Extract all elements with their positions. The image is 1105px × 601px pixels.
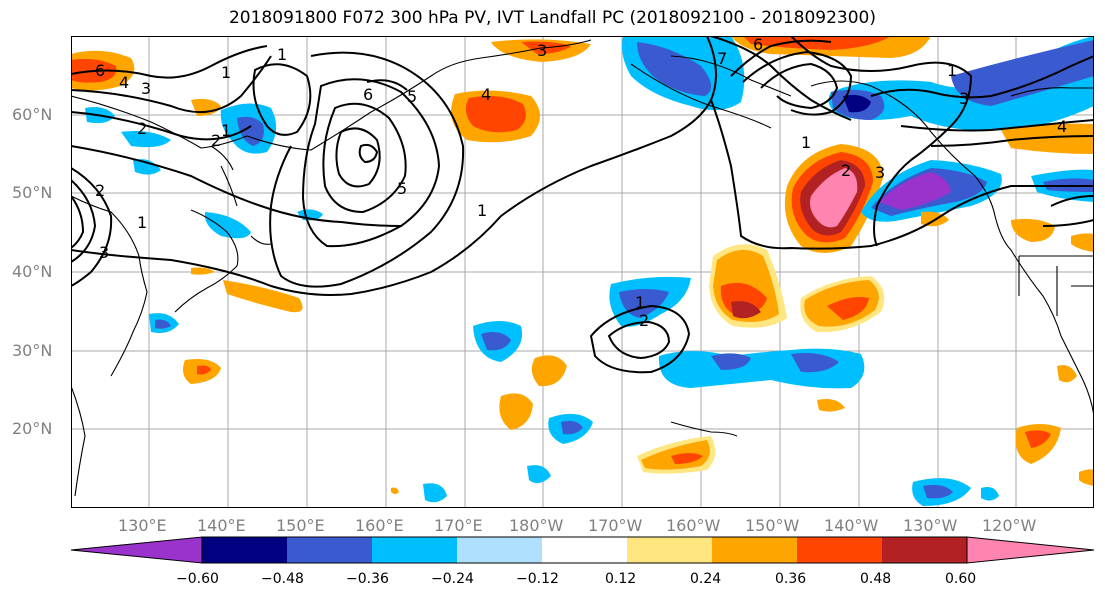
contour-label: 2 [211,131,221,150]
map-panel: 6 4 3 2 1 5 6 1 5 3 2 1 1 3 7 6 4 1 3 3 … [71,36,1094,508]
pv-contours [71,36,1094,374]
lon-label-160e: 160°E [355,516,404,535]
lat-label-60n: 60°N [12,105,53,124]
contour-label: 6 [363,85,373,104]
lon-label-140e: 140°E [197,516,246,535]
contour-labels: 6 4 3 2 1 5 6 1 5 3 2 1 1 3 7 6 4 1 3 3 … [95,36,1067,330]
colorbar-outline [201,536,968,564]
colorbar-swatch [882,537,967,563]
lat-label-50n: 50°N [12,183,53,202]
lon-label-140w: 140°W [824,516,879,535]
colorbar-tick-label: 0.48 [860,571,892,587]
contour-label: 6 [753,36,763,54]
lon-label-170e: 170°E [434,516,483,535]
lon-label-170w: 170°W [588,516,643,535]
lat-label-20n: 20°N [12,419,53,438]
colorbar-swatch [457,537,542,563]
colorbar-tick-label: 0.24 [690,571,722,587]
lat-label-40n: 40°N [12,262,53,281]
lon-label-160w: 160°W [666,516,721,535]
colorbar-swatch [202,537,287,563]
colorbar-tick-label: −0.12 [516,571,559,587]
contour-label: 1 [477,201,487,220]
contour-label: 7 [717,49,727,68]
lon-label-180w: 180°W [509,516,564,535]
contour-label: 3 [537,41,547,60]
map-title: 2018091800 F072 300 hPa PV, IVT Landfall… [228,8,876,28]
contour-label: 3 [99,243,109,262]
colorbar-tick-label: 0.36 [775,571,807,587]
colorbar-swatch [542,537,627,563]
colorbar-tick-label: −0.24 [431,571,474,587]
contour-label: 6 [95,61,105,80]
colorbar-tick-label: 0.60 [945,571,977,587]
contour-label: 5 [407,87,417,106]
contour-label: 1 [221,121,231,140]
lat-label-30n: 30°N [12,341,53,360]
colorbar-swatch [797,537,882,563]
colorbar [70,536,1095,564]
lon-label-150e: 150°E [276,516,325,535]
colorbar-extend-high [966,536,1095,564]
contour-label: 1 [947,61,957,80]
colorbar-swatch [627,537,712,563]
contour-label: 3 [959,89,969,108]
contour-label: 1 [277,45,287,64]
colorbar-swatch [372,537,457,563]
colorbar-extend-low [70,536,203,564]
contour-label: 4 [119,73,129,92]
contour-label: 4 [1057,117,1067,136]
contour-label: 2 [841,161,851,180]
coastlines [71,39,1094,497]
contour-label: 2 [639,311,649,330]
colorbar-tick-label: −0.36 [346,571,389,587]
contour-label: 2 [137,119,147,138]
contour-label: 1 [801,133,811,152]
lon-label-130e: 130°E [118,516,167,535]
lon-label-130w: 130°W [903,516,958,535]
contour-label: 4 [481,85,491,104]
lon-label-150w: 150°W [745,516,800,535]
contour-label: 5 [397,179,407,198]
lon-label-120w: 120°W [982,516,1037,535]
contour-label: 3 [875,163,885,182]
contour-label: 1 [137,213,147,232]
contour-label: 2 [95,181,105,200]
contour-label: 1 [635,293,645,312]
colorbar-swatch [287,537,372,563]
colorbar-tick-label: −0.48 [261,571,304,587]
colorbar-tick-label: −0.60 [176,571,219,587]
contour-label: 1 [221,63,231,82]
colorbar-swatches [70,536,1095,564]
colorbar-tick-label: 0.12 [605,571,637,587]
colorbar-swatch [712,537,797,563]
contour-label: 3 [141,79,151,98]
